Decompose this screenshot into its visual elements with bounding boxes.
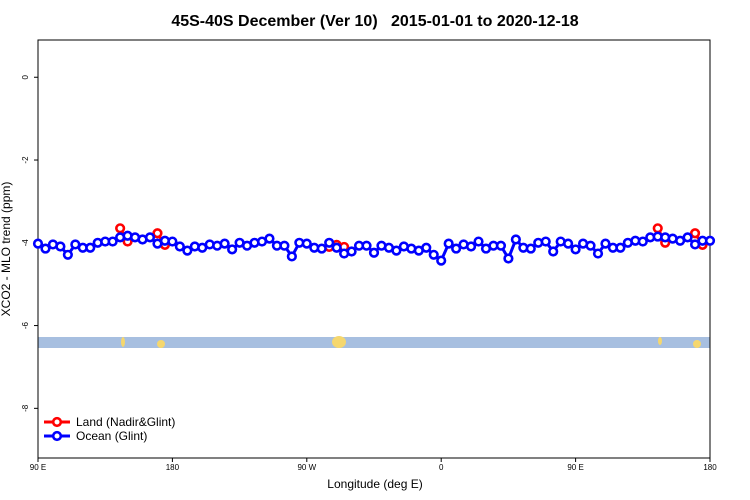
point — [637, 236, 648, 247]
y-axis-label: XCO2 - MLO trend (ppm) — [0, 182, 13, 317]
point — [548, 246, 559, 257]
point — [436, 255, 447, 266]
point — [264, 233, 275, 244]
x-tick-label: 180 — [703, 463, 717, 472]
point — [324, 237, 335, 248]
x-tick-label: 90 E — [30, 463, 46, 472]
x-axis-label: Longitude (deg E) — [327, 477, 422, 491]
point — [495, 240, 507, 251]
x-tick-label: 90 E — [567, 463, 583, 472]
y-tick-label: -2 — [21, 156, 30, 164]
legend-marker — [51, 416, 63, 428]
point — [451, 243, 462, 254]
point — [473, 236, 484, 247]
y-tick-label: -4 — [21, 239, 30, 247]
point — [219, 238, 230, 249]
point — [689, 239, 701, 250]
point — [107, 236, 118, 247]
point — [174, 241, 185, 252]
point — [167, 236, 178, 247]
x-tick-label: 0 — [439, 463, 444, 472]
point — [32, 238, 44, 249]
point — [510, 234, 521, 245]
point — [585, 240, 596, 251]
land-blob — [157, 340, 165, 348]
legend-label: Land (Nadir&Glint) — [76, 415, 175, 429]
point — [368, 247, 380, 258]
point — [346, 246, 357, 257]
land-blob — [121, 337, 125, 347]
point — [704, 235, 716, 246]
x-tick-label: 90 W — [297, 463, 316, 472]
point — [652, 223, 663, 234]
point — [115, 223, 126, 234]
land-blob — [332, 336, 346, 348]
point — [144, 232, 156, 243]
x-tick-label: 180 — [166, 463, 180, 472]
point — [465, 241, 477, 252]
chart-title: 45S-40S December (Ver 10) 2015-01-01 to … — [171, 13, 578, 30]
y-tick-label: 0 — [21, 74, 30, 79]
point — [316, 243, 327, 254]
land-blob — [658, 337, 662, 345]
y-tick-label: -8 — [21, 404, 30, 412]
point — [428, 249, 439, 260]
legend-marker — [51, 430, 63, 442]
legend-label: Ocean (Glint) — [76, 429, 147, 443]
point — [503, 253, 514, 264]
ocean-strip — [38, 337, 710, 348]
point — [689, 228, 701, 239]
point — [525, 243, 536, 254]
point — [85, 242, 96, 253]
point — [361, 240, 372, 251]
point — [227, 244, 238, 255]
land-blob — [693, 340, 701, 348]
point — [443, 238, 454, 249]
point — [62, 249, 73, 260]
y-tick-label: -6 — [21, 321, 30, 329]
point — [286, 251, 297, 262]
plot-frame — [37, 39, 711, 459]
point — [152, 228, 163, 239]
point — [615, 242, 626, 253]
point — [600, 238, 611, 249]
map-strip — [38, 336, 710, 348]
point — [592, 248, 604, 259]
point — [570, 244, 581, 255]
point — [682, 232, 693, 243]
point — [55, 241, 66, 252]
point — [331, 242, 342, 253]
point — [301, 238, 312, 249]
point — [391, 245, 402, 256]
point — [40, 243, 51, 254]
point — [563, 238, 574, 249]
point — [182, 245, 193, 256]
point — [540, 236, 551, 247]
point — [421, 242, 432, 253]
point — [279, 240, 290, 251]
